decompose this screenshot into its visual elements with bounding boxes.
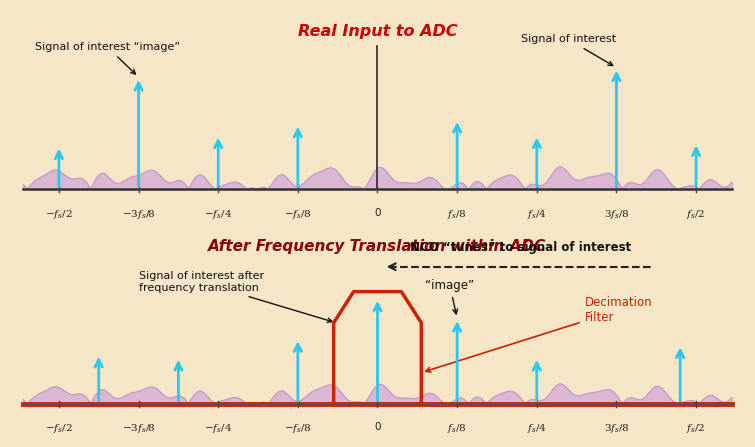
Text: Signal of interest “image”: Signal of interest “image” [35, 42, 180, 74]
Text: $f_s/8$: $f_s/8$ [448, 422, 467, 435]
Text: $-3f_s/8$: $-3f_s/8$ [122, 208, 156, 221]
Text: 0: 0 [374, 208, 381, 218]
Text: $f_s/8$: $f_s/8$ [448, 208, 467, 221]
Text: After Frequency Translation within ADC: After Frequency Translation within ADC [208, 239, 547, 253]
Text: “image”: “image” [425, 279, 474, 314]
Text: $-f_s/4$: $-f_s/4$ [204, 208, 233, 221]
Text: $f_s/4$: $f_s/4$ [527, 208, 547, 221]
Text: $-f_s/8$: $-f_s/8$ [284, 422, 312, 435]
Text: 0: 0 [374, 422, 381, 433]
Text: $-f_s/2$: $-f_s/2$ [45, 422, 72, 435]
Text: $-f_s/8$: $-f_s/8$ [284, 208, 312, 221]
Text: $f_s/2$: $f_s/2$ [686, 208, 706, 221]
Text: $-f_s/4$: $-f_s/4$ [204, 422, 233, 435]
Text: Signal of interest: Signal of interest [521, 34, 616, 66]
Text: $f_s/4$: $f_s/4$ [527, 422, 547, 435]
Text: Decimation
Filter: Decimation Filter [426, 296, 652, 372]
Text: $-3f_s/8$: $-3f_s/8$ [122, 422, 156, 435]
Text: Signal of interest after
frequency translation: Signal of interest after frequency trans… [139, 271, 332, 322]
Text: NCO “tunes” to signal of interest: NCO “tunes” to signal of interest [410, 241, 631, 254]
Text: $3f_s/8$: $3f_s/8$ [604, 208, 629, 221]
Text: $-f_s/2$: $-f_s/2$ [45, 208, 72, 221]
Text: $f_s/2$: $f_s/2$ [686, 422, 706, 435]
Text: Real Input to ADC: Real Input to ADC [297, 24, 458, 39]
Text: $3f_s/8$: $3f_s/8$ [604, 422, 629, 435]
